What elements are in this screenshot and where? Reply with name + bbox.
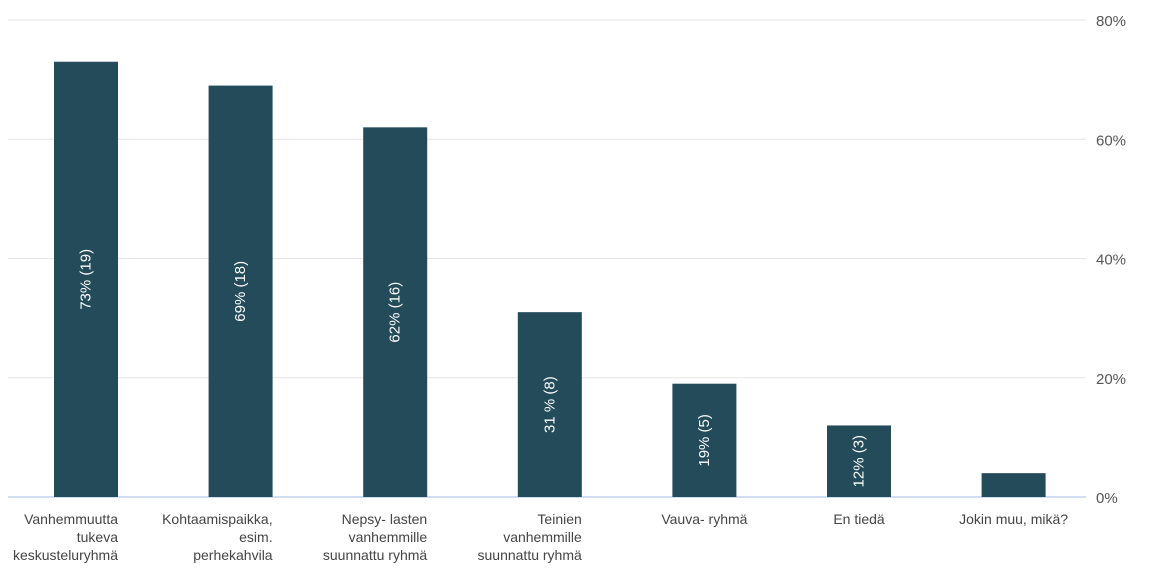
category-label-line: esim. [239,529,272,545]
bar [54,61,118,498]
category-label-line: Teinien [537,511,581,527]
x-axis-categories: Vanhemmuutta tukeva keskusteluryhmä Kohtaam… [13,511,1068,563]
category-label-line: perhekahvila [193,547,273,563]
bar [208,85,273,498]
bar [827,425,891,497]
category-label-line: Vanhemmuutta [24,511,118,527]
category-label-line: En tiedä [833,511,885,527]
category-label-line: keskusteluryhmä [13,547,118,563]
bar [672,383,737,497]
bar-data-label: 69% (18) [232,261,249,322]
bar-data-label: 73% (19) [78,249,95,310]
category-label-line: Jokin muu, mikä? [959,511,1068,527]
category-label-line: suunnattu ryhmä [323,547,427,563]
bar-data-label: 31 % (8) [541,376,558,433]
category-label-line: vanhemmille [349,529,428,545]
category-label: Vauva- ryhmä [661,511,747,527]
category-label: Kohtaamispaikka, esim. perhekahvila [162,511,273,563]
category-label-line: vanhemmille [503,529,582,545]
bar [517,312,582,497]
bar [363,127,428,497]
bar [981,473,1046,497]
category-label: Vanhemmuutta tukeva keskusteluryhmä [13,511,118,563]
category-label: Jokin muu, mikä? [959,511,1068,527]
y-axis-ticks: 0% 20% 40% 60% 80% [1096,13,1126,507]
y-tick-label: 20% [1096,371,1126,388]
y-tick-label: 40% [1096,252,1126,269]
bar-data-label: 19% (5) [696,414,713,467]
bar-data-label: 12% (3) [851,435,868,488]
category-label-line: Nepsy- lasten [342,511,428,527]
bar-data-label: 62% (16) [387,282,404,343]
category-label: Nepsy- lasten vanhemmille suunnattu ryhmä [323,511,428,563]
y-tick-label: 80% [1096,13,1126,30]
category-label-line: Kohtaamispaikka, [162,511,273,527]
category-label: En tiedä [833,511,885,527]
category-label-line: tukeva [77,529,118,545]
y-tick-label: 60% [1096,132,1126,149]
bars [54,61,1046,498]
category-label-line: suunnattu ryhmä [478,547,582,563]
category-label: Teinien vanhemmille suunnattu ryhmä [478,511,583,563]
data-labels: 73% (19) 69% (18) 62% (16) 31 % (8) 19% (5) 1… [78,249,868,488]
y-tick-label: 0% [1096,490,1118,507]
category-label-line: Vauva- ryhmä [661,511,747,527]
